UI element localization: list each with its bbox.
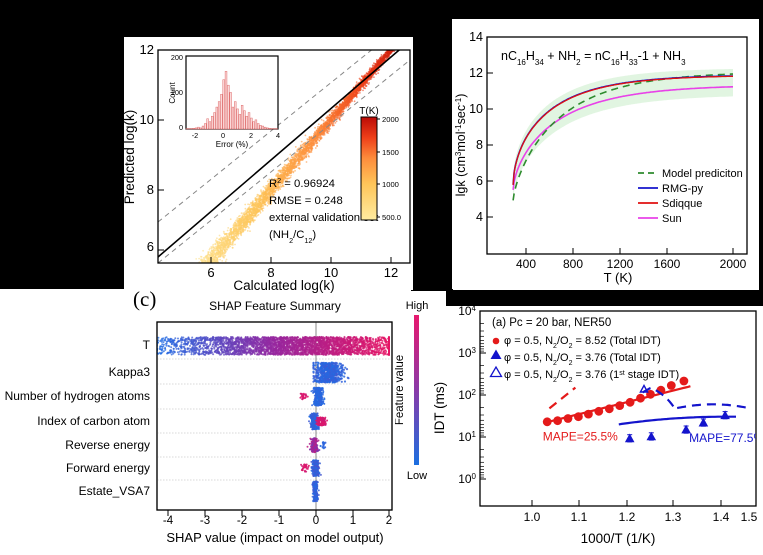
svg-text:2000: 2000 <box>382 115 399 124</box>
svg-text:6: 6 <box>207 265 214 280</box>
svg-text:6: 6 <box>147 239 154 254</box>
svg-text:-2: -2 <box>192 131 199 140</box>
svg-text:8: 8 <box>147 182 154 197</box>
svg-text:4: 4 <box>276 131 280 140</box>
svg-text:12: 12 <box>469 66 483 80</box>
svg-text:0: 0 <box>179 123 183 132</box>
svg-text:RMSE = 0.248: RMSE = 0.248 <box>269 195 343 207</box>
svg-text:10: 10 <box>140 112 154 127</box>
svg-text:Sun: Sun <box>662 213 682 225</box>
svg-text:Sdiqque: Sdiqque <box>662 198 702 210</box>
svg-text:T (K): T (K) <box>604 270 633 285</box>
svg-text:14: 14 <box>469 30 483 44</box>
svg-text:RMG-py: RMG-py <box>662 183 703 195</box>
svg-text:0: 0 <box>221 131 225 140</box>
svg-text:8: 8 <box>476 138 483 152</box>
svg-text:Model prediciton: Model prediciton <box>662 168 743 180</box>
svg-text:1200: 1200 <box>607 257 634 271</box>
svg-text:Count: Count <box>168 82 177 104</box>
svg-text:12: 12 <box>140 42 154 57</box>
svg-text:800: 800 <box>563 257 583 271</box>
svg-text:4: 4 <box>476 210 483 224</box>
svg-text:Error (%): Error (%) <box>216 140 249 149</box>
svg-text:2000: 2000 <box>720 257 747 271</box>
svg-text:lgk (cm3mol-1sec-1): lgk (cm3mol-1sec-1) <box>454 94 469 197</box>
svg-text:2: 2 <box>249 131 253 140</box>
svg-text:12: 12 <box>384 265 398 280</box>
svg-text:10: 10 <box>469 102 483 116</box>
svg-text:1600: 1600 <box>654 257 681 271</box>
svg-text:500.0: 500.0 <box>382 213 401 222</box>
svg-text:6: 6 <box>476 174 483 188</box>
svg-text:400: 400 <box>516 257 536 271</box>
svg-text:T(K): T(K) <box>359 106 378 117</box>
svg-text:200: 200 <box>171 53 183 62</box>
svg-text:1500: 1500 <box>382 148 399 157</box>
svg-text:Predicted log(k): Predicted log(k) <box>122 110 137 205</box>
svg-text:1000: 1000 <box>382 180 399 189</box>
